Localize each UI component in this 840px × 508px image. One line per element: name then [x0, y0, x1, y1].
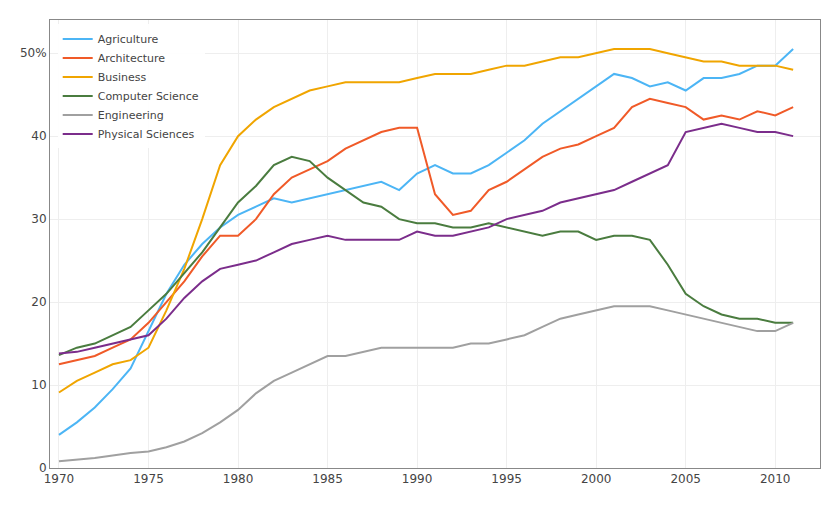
- svg-text:Architecture: Architecture: [98, 52, 166, 65]
- svg-text:1980: 1980: [223, 472, 254, 486]
- svg-text:1990: 1990: [402, 472, 433, 486]
- svg-text:Agriculture: Agriculture: [98, 33, 159, 46]
- svg-text:2005: 2005: [670, 472, 701, 486]
- svg-text:30: 30: [31, 212, 46, 226]
- svg-text:40: 40: [31, 129, 46, 143]
- svg-text:1970: 1970: [44, 472, 75, 486]
- svg-text:10: 10: [31, 378, 46, 392]
- svg-text:2000: 2000: [581, 472, 612, 486]
- svg-text:20: 20: [31, 295, 46, 309]
- svg-text:Engineering: Engineering: [98, 109, 164, 122]
- svg-text:Physical Sciences: Physical Sciences: [98, 128, 195, 141]
- svg-text:1975: 1975: [133, 472, 164, 486]
- svg-text:0: 0: [39, 461, 47, 475]
- svg-text:1995: 1995: [491, 472, 522, 486]
- svg-text:2010: 2010: [760, 472, 791, 486]
- svg-text:Business: Business: [98, 71, 147, 84]
- svg-text:Computer Science: Computer Science: [98, 90, 199, 103]
- svg-text:1985: 1985: [312, 472, 343, 486]
- svg-text:50%: 50%: [20, 46, 47, 60]
